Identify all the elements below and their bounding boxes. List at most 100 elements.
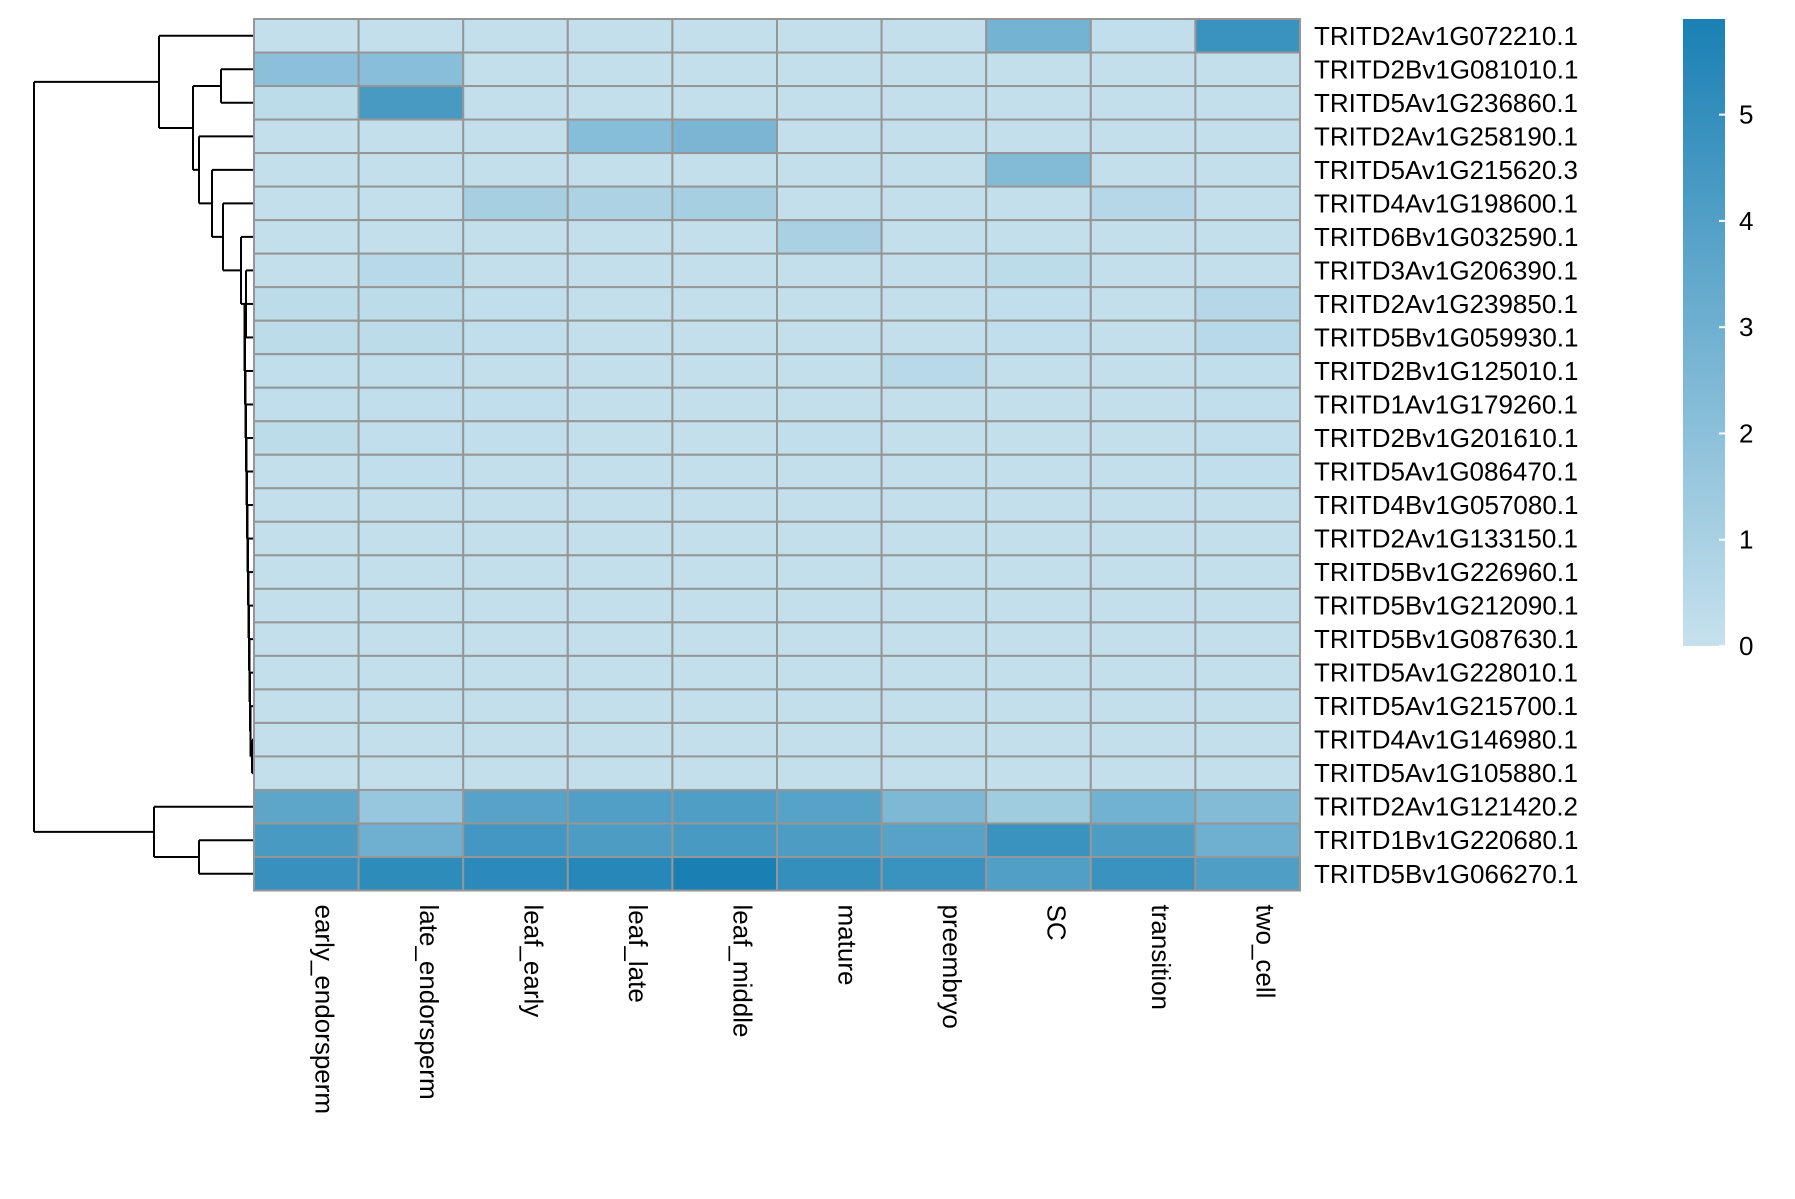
heatmap-cell <box>985 688 1092 724</box>
heatmap-cell <box>1089 353 1197 389</box>
heatmap-cell <box>357 386 465 423</box>
heatmap-cell <box>1194 721 1302 758</box>
heatmap-cell <box>357 822 465 858</box>
heatmap-cell <box>985 152 1092 188</box>
heatmap-cell <box>566 319 674 356</box>
heatmap-cell <box>880 688 988 724</box>
heatmap-cell <box>671 721 779 758</box>
heatmap-cell <box>880 721 988 758</box>
heatmap-cell <box>671 554 779 590</box>
heatmap-cell <box>357 856 465 892</box>
heatmap-cell <box>1194 353 1302 389</box>
heatmap-cell <box>566 487 674 523</box>
heatmap-cell <box>357 554 465 590</box>
heatmap-cell <box>776 18 883 54</box>
legend-tick-label: 1 <box>1739 525 1753 555</box>
heatmap-cell <box>462 420 569 456</box>
row-label: TRITD2Av1G239850.1 <box>1314 289 1578 319</box>
heatmap-cell <box>985 118 1092 155</box>
heatmap-cell <box>357 118 465 155</box>
column-label: two_cell <box>1251 905 1281 999</box>
heatmap-cell <box>253 118 360 155</box>
heatmap-cell <box>671 219 779 255</box>
heatmap-cell <box>1194 654 1302 691</box>
legend-tick-label: 0 <box>1739 631 1753 661</box>
row-label: TRITD3Av1G206390.1 <box>1314 255 1578 285</box>
heatmap-cell <box>462 520 569 557</box>
heatmap-cell <box>462 286 569 322</box>
heatmap-cell <box>776 654 883 691</box>
heatmap-cell <box>880 520 988 557</box>
heatmap-cell <box>462 85 569 121</box>
heatmap-cell <box>1089 185 1197 222</box>
heatmap-cell <box>671 319 779 356</box>
row-label: TRITD5Av1G236860.1 <box>1314 88 1578 118</box>
heatmap-cell <box>566 420 674 456</box>
heatmap-cell <box>1194 554 1302 590</box>
heatmap-cell <box>1089 386 1197 423</box>
heatmap-cell <box>253 755 360 791</box>
heatmap-cell <box>880 18 988 54</box>
heatmap-cell <box>462 353 569 389</box>
row-label: TRITD2Bv1G125010.1 <box>1314 356 1578 386</box>
heatmap-cell <box>671 118 779 155</box>
column-labels: early_endorsperm late_endorsperm leaf_earl… <box>309 905 1280 1115</box>
heatmap-cell <box>776 51 883 88</box>
heatmap-cell <box>357 453 465 490</box>
heatmap-cell <box>671 85 779 121</box>
heatmap-cell <box>985 420 1092 456</box>
heatmap-cell <box>566 185 674 222</box>
heatmap-cell <box>1089 420 1197 456</box>
heatmap-cell <box>566 386 674 423</box>
heatmap-cell <box>357 219 465 255</box>
heatmap-cell <box>253 252 360 289</box>
heatmap-cell <box>566 587 674 624</box>
heatmap-cell <box>1089 554 1197 590</box>
heatmap-cell <box>985 755 1092 791</box>
row-label: TRITD4Av1G198600.1 <box>1314 188 1578 218</box>
heatmap-cell <box>357 688 465 724</box>
heatmap-cell <box>566 252 674 289</box>
heatmap-cell <box>1194 520 1302 557</box>
heatmap-cell <box>985 520 1092 557</box>
heatmap-cell <box>776 118 883 155</box>
row-label: TRITD5Av1G228010.1 <box>1314 658 1578 688</box>
heatmap-cell <box>880 822 988 858</box>
heatmap-cell <box>253 353 360 389</box>
heatmap-cell <box>776 252 883 289</box>
heatmap-cell <box>880 185 988 222</box>
row-label: TRITD5Av1G215620.3 <box>1314 155 1578 185</box>
row-label: TRITD5Av1G105880.1 <box>1314 758 1578 788</box>
heatmap-cell <box>462 453 569 490</box>
heatmap-cell <box>566 353 674 389</box>
heatmap-cell <box>1089 18 1197 54</box>
heatmap-cell <box>985 788 1092 825</box>
heatmap-cell <box>776 286 883 322</box>
heatmap-cell <box>880 788 988 825</box>
heatmap-cell <box>253 319 360 356</box>
row-label: TRITD1Av1G179260.1 <box>1314 389 1578 419</box>
heatmap-cell <box>985 353 1092 389</box>
heatmap-cell <box>1194 319 1302 356</box>
heatmap-cell <box>566 554 674 590</box>
heatmap-cell <box>985 487 1092 523</box>
heatmap-cell <box>1194 286 1302 322</box>
row-label: TRITD2Av1G258190.1 <box>1314 121 1578 151</box>
heatmap-cell <box>566 621 674 657</box>
heatmap-cell <box>462 487 569 523</box>
heatmap-cell <box>671 453 779 490</box>
row-label: TRITD4Av1G146980.1 <box>1314 725 1578 755</box>
heatmap-cell <box>1089 755 1197 791</box>
heatmap-cell <box>880 856 988 892</box>
heatmap-cell <box>1194 755 1302 791</box>
heatmap-cell <box>1194 688 1302 724</box>
heatmap-cell <box>880 386 988 423</box>
heatmap-cell <box>566 51 674 88</box>
heatmap-cell <box>985 386 1092 423</box>
heatmap-cell <box>566 453 674 490</box>
heatmap-cell <box>357 18 465 54</box>
heatmap-cell <box>1194 85 1302 121</box>
heatmap-cell <box>671 788 779 825</box>
heatmap-cell <box>566 721 674 758</box>
heatmap-cell <box>985 554 1092 590</box>
